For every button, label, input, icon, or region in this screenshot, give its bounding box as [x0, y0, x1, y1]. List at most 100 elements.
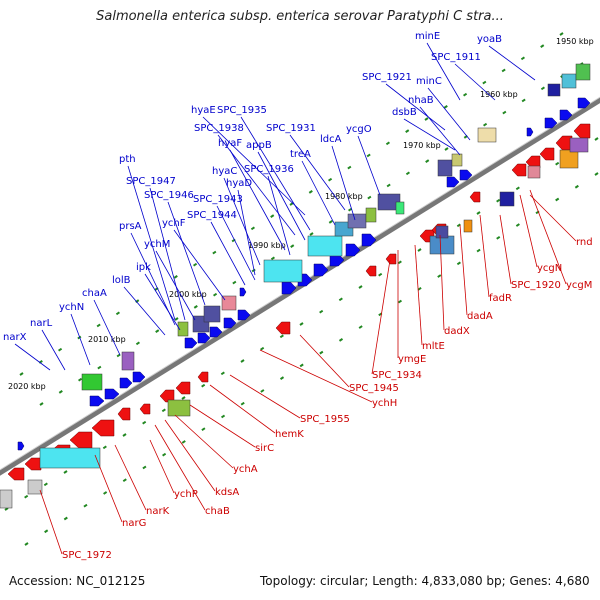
- reverse-gene-label: ycgN: [537, 263, 562, 274]
- guide-dash: [155, 329, 160, 333]
- guide-dash: [385, 141, 390, 146]
- guide-dash: [366, 153, 371, 158]
- guide-dash: [338, 297, 343, 302]
- forward-gene-label: SPC_1946: [144, 190, 194, 201]
- guide-dash: [540, 44, 545, 48]
- reverse-gene-arrow: [24, 457, 42, 471]
- guide-dash: [142, 465, 147, 470]
- guide-dash: [328, 177, 333, 182]
- guide-dash: [594, 137, 599, 141]
- reverse-leader-line: [439, 234, 445, 331]
- guide-dash: [456, 223, 461, 228]
- forward-gene-label: SPC_1911: [431, 52, 481, 63]
- reverse-gene-block: [559, 149, 579, 169]
- reverse-leader-line: [299, 334, 350, 388]
- forward-gene-label: hyaE: [191, 105, 216, 116]
- forward-gene-arrow: [345, 243, 361, 257]
- forward-leader-line: [123, 286, 166, 336]
- forward-leader-line: [202, 116, 306, 216]
- guide-dash: [309, 232, 314, 236]
- forward-gene-block: [575, 63, 591, 81]
- forward-leader-line: [149, 187, 186, 321]
- reverse-leader-line: [519, 194, 538, 268]
- guide-dash: [24, 542, 29, 546]
- forward-gene-label: dsbB: [392, 107, 417, 118]
- guide-dash: [232, 280, 237, 285]
- reverse-gene-block: [39, 447, 101, 469]
- reverse-gene-arrow: [555, 135, 573, 151]
- forward-gene-label: SPC_1935: [217, 105, 267, 116]
- forward-gene-block: [221, 295, 237, 311]
- reverse-gene-label: dadA: [467, 311, 493, 322]
- guide-dash: [574, 184, 579, 189]
- forward-gene-arrow: [559, 109, 573, 121]
- forward-gene-block: [395, 201, 405, 215]
- guide-dash: [24, 494, 29, 499]
- guide-dash: [456, 261, 461, 266]
- guide-dash: [142, 420, 147, 425]
- forward-gene-label: ycgO: [346, 124, 372, 135]
- forward-gene-label: nhaB: [408, 95, 434, 106]
- forward-gene-label: hyaD: [226, 178, 252, 189]
- guide-dash: [348, 207, 353, 212]
- forward-gene-arrow: [119, 377, 133, 389]
- reverse-gene-label: mltE: [422, 341, 445, 352]
- forward-gene-arrow: [577, 97, 591, 109]
- guide-dash: [279, 376, 285, 380]
- guide-dash: [417, 248, 422, 252]
- guide-dash: [122, 478, 127, 483]
- guide-dash: [319, 309, 324, 314]
- reverse-gene-arrow: [275, 321, 291, 335]
- forward-gene-arrow: [17, 441, 25, 451]
- forward-gene-arrow: [526, 127, 534, 137]
- guide-dash: [328, 220, 333, 224]
- reverse-leader-line: [149, 439, 175, 494]
- guide-dash: [115, 311, 120, 316]
- forward-gene-label: ychM: [144, 239, 170, 250]
- forward-gene-label: minE: [415, 31, 440, 42]
- reverse-gene-arrow: [469, 191, 481, 203]
- guide-dash: [425, 159, 430, 163]
- guide-dash: [213, 292, 218, 297]
- forward-gene-label: minC: [416, 76, 442, 87]
- guide-dash: [83, 503, 88, 508]
- guide-dash: [540, 86, 545, 91]
- guide-dash: [161, 408, 166, 413]
- guide-dash: [338, 338, 344, 342]
- guide-dash: [496, 198, 501, 203]
- reverse-gene-arrow: [539, 147, 555, 161]
- forward-gene-label: SPC_1931: [266, 123, 316, 134]
- reverse-gene-block: [499, 191, 515, 207]
- reverse-leader-line: [94, 454, 123, 523]
- guide-dash: [358, 325, 363, 329]
- forward-gene-label: hyaF: [218, 138, 242, 149]
- guide-dash: [358, 285, 363, 289]
- accession-label: Accession: NC_012125: [9, 574, 146, 588]
- forward-leader-line: [419, 106, 461, 156]
- reverse-gene-label: sirC: [255, 443, 274, 454]
- reverse-gene-block: [167, 399, 191, 417]
- reverse-gene-label: rnd: [576, 237, 593, 248]
- tick-label: 1970 kbp: [403, 141, 441, 150]
- forward-gene-block: [451, 153, 463, 167]
- forward-leader-line: [289, 134, 346, 211]
- forward-gene-label: chaA: [82, 288, 107, 299]
- reverse-gene-label: SPC_1972: [62, 550, 112, 561]
- guide-dash: [367, 195, 372, 200]
- guide-dash: [63, 470, 68, 474]
- forward-gene-arrow: [239, 287, 247, 297]
- guide-dash: [193, 305, 198, 309]
- guide-dash: [220, 371, 225, 376]
- forward-gene-arrow: [237, 309, 251, 321]
- reverse-gene-label: narG: [122, 518, 146, 529]
- guide-dash: [4, 507, 9, 511]
- guide-dash: [250, 226, 255, 231]
- guide-dash: [397, 260, 402, 265]
- reverse-gene-block: [27, 479, 43, 495]
- guide-dash: [193, 262, 198, 267]
- reverse-gene-label: SPC_1934: [372, 370, 422, 381]
- guide-dash: [102, 445, 107, 450]
- reverse-gene-arrow: [139, 403, 151, 415]
- guide-dash: [181, 396, 186, 400]
